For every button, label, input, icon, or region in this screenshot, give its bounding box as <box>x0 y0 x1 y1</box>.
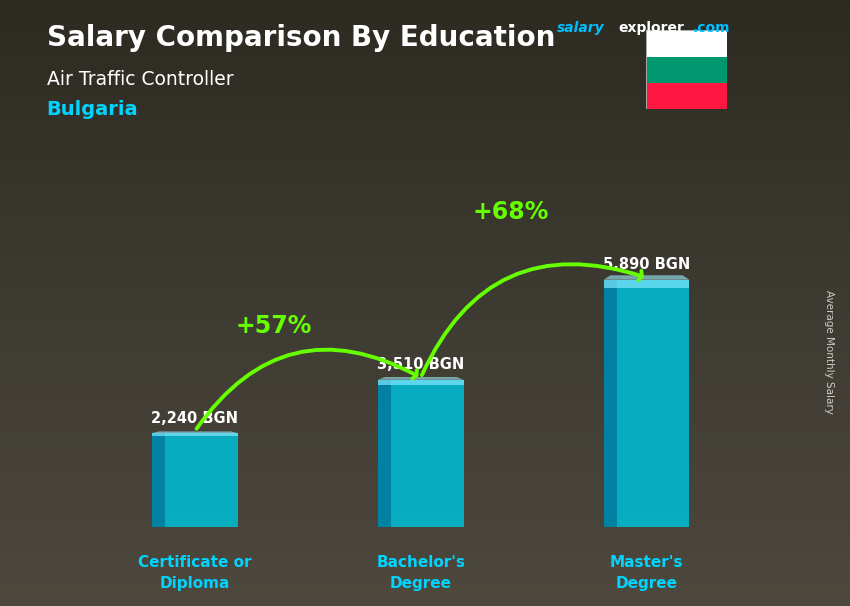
FancyBboxPatch shape <box>0 505 850 515</box>
FancyBboxPatch shape <box>0 444 850 454</box>
FancyBboxPatch shape <box>0 171 850 182</box>
FancyBboxPatch shape <box>0 364 850 374</box>
Bar <box>378 380 463 385</box>
Bar <box>152 433 165 527</box>
Polygon shape <box>378 377 463 380</box>
FancyBboxPatch shape <box>0 91 850 101</box>
FancyBboxPatch shape <box>0 182 850 192</box>
Text: explorer: explorer <box>618 21 683 35</box>
Text: Air Traffic Controller: Air Traffic Controller <box>47 70 234 88</box>
Text: Bulgaria: Bulgaria <box>47 100 139 119</box>
FancyBboxPatch shape <box>0 20 850 30</box>
FancyBboxPatch shape <box>0 485 850 495</box>
FancyBboxPatch shape <box>0 262 850 273</box>
Text: .com: .com <box>693 21 730 35</box>
FancyBboxPatch shape <box>0 132 850 141</box>
FancyBboxPatch shape <box>0 253 850 262</box>
Bar <box>646 83 727 109</box>
FancyBboxPatch shape <box>0 273 850 283</box>
Bar <box>604 280 616 527</box>
Bar <box>378 380 463 527</box>
FancyBboxPatch shape <box>0 454 850 465</box>
FancyBboxPatch shape <box>0 41 850 50</box>
FancyBboxPatch shape <box>0 515 850 525</box>
FancyBboxPatch shape <box>0 586 850 596</box>
Text: Average Monthly Salary: Average Monthly Salary <box>824 290 834 413</box>
Bar <box>152 433 238 436</box>
Bar <box>646 30 727 56</box>
FancyBboxPatch shape <box>0 141 850 152</box>
Text: 5,890 BGN: 5,890 BGN <box>603 257 690 272</box>
FancyBboxPatch shape <box>0 61 850 71</box>
FancyBboxPatch shape <box>0 353 850 364</box>
FancyBboxPatch shape <box>0 30 850 41</box>
FancyBboxPatch shape <box>0 50 850 61</box>
FancyBboxPatch shape <box>0 242 850 253</box>
FancyBboxPatch shape <box>0 333 850 344</box>
FancyBboxPatch shape <box>0 424 850 435</box>
Polygon shape <box>604 275 689 280</box>
FancyBboxPatch shape <box>0 232 850 242</box>
FancyBboxPatch shape <box>0 374 850 384</box>
Text: +68%: +68% <box>473 200 549 224</box>
FancyBboxPatch shape <box>0 0 850 10</box>
Bar <box>646 56 727 83</box>
FancyBboxPatch shape <box>0 474 850 485</box>
Text: 3,510 BGN: 3,510 BGN <box>377 357 464 372</box>
FancyBboxPatch shape <box>0 162 850 171</box>
FancyBboxPatch shape <box>0 202 850 212</box>
FancyBboxPatch shape <box>0 435 850 444</box>
Text: Certificate or
Diploma: Certificate or Diploma <box>139 554 252 590</box>
Text: Salary Comparison By Education: Salary Comparison By Education <box>47 24 555 52</box>
Bar <box>604 280 689 288</box>
FancyBboxPatch shape <box>0 303 850 313</box>
FancyBboxPatch shape <box>0 111 850 121</box>
FancyBboxPatch shape <box>0 293 850 303</box>
FancyBboxPatch shape <box>0 101 850 111</box>
FancyBboxPatch shape <box>0 192 850 202</box>
FancyBboxPatch shape <box>0 465 850 474</box>
Polygon shape <box>152 431 238 433</box>
FancyBboxPatch shape <box>0 495 850 505</box>
FancyBboxPatch shape <box>0 414 850 424</box>
FancyBboxPatch shape <box>0 283 850 293</box>
FancyBboxPatch shape <box>0 313 850 323</box>
FancyBboxPatch shape <box>0 222 850 232</box>
FancyBboxPatch shape <box>0 121 850 132</box>
Bar <box>378 380 391 527</box>
FancyBboxPatch shape <box>0 545 850 556</box>
FancyBboxPatch shape <box>0 384 850 394</box>
Text: Bachelor's
Degree: Bachelor's Degree <box>377 554 465 590</box>
FancyBboxPatch shape <box>0 344 850 353</box>
FancyBboxPatch shape <box>0 152 850 162</box>
FancyBboxPatch shape <box>0 535 850 545</box>
FancyBboxPatch shape <box>0 556 850 565</box>
Text: Master's
Degree: Master's Degree <box>609 554 683 590</box>
FancyBboxPatch shape <box>0 404 850 414</box>
FancyBboxPatch shape <box>0 81 850 91</box>
FancyBboxPatch shape <box>0 394 850 404</box>
FancyBboxPatch shape <box>0 525 850 535</box>
Text: salary: salary <box>557 21 604 35</box>
FancyBboxPatch shape <box>0 596 850 606</box>
FancyBboxPatch shape <box>0 71 850 81</box>
Bar <box>604 280 689 527</box>
Bar <box>152 433 238 527</box>
FancyBboxPatch shape <box>0 10 850 20</box>
FancyBboxPatch shape <box>0 565 850 576</box>
FancyBboxPatch shape <box>0 576 850 586</box>
FancyBboxPatch shape <box>0 323 850 333</box>
Text: 2,240 BGN: 2,240 BGN <box>151 410 239 425</box>
Text: +57%: +57% <box>235 314 312 338</box>
FancyBboxPatch shape <box>0 212 850 222</box>
